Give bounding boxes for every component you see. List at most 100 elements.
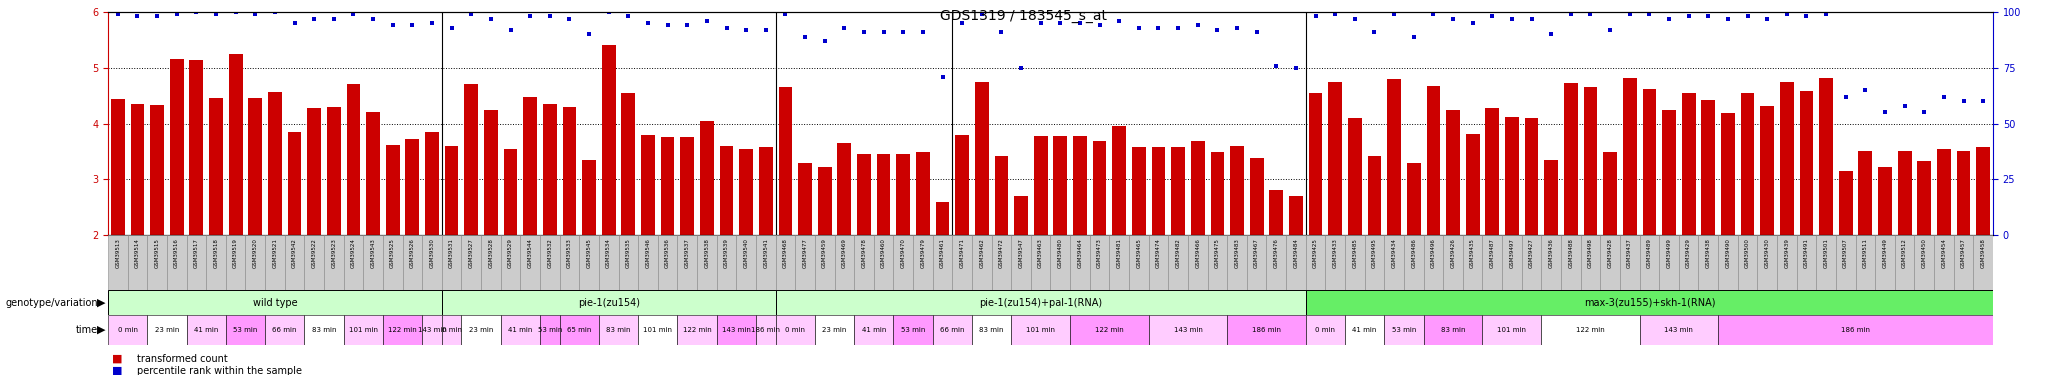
Text: GSM39511: GSM39511 xyxy=(1864,238,1868,268)
Bar xyxy=(109,315,147,345)
Point xyxy=(770,11,803,17)
Text: GSM39527: GSM39527 xyxy=(469,238,473,268)
Bar xyxy=(150,105,164,235)
Point xyxy=(1849,87,1882,93)
Text: GSM39467: GSM39467 xyxy=(1253,238,1260,268)
Point xyxy=(279,20,311,26)
FancyBboxPatch shape xyxy=(1110,235,1128,290)
Text: GSM39476: GSM39476 xyxy=(1274,238,1278,268)
Bar xyxy=(1718,315,1993,345)
Text: GSM39523: GSM39523 xyxy=(332,238,336,268)
Point xyxy=(1614,11,1647,17)
Bar xyxy=(131,104,143,235)
FancyBboxPatch shape xyxy=(795,235,815,290)
Text: GSM39427: GSM39427 xyxy=(1530,238,1534,268)
Bar xyxy=(483,110,498,235)
Text: 143 min: 143 min xyxy=(721,327,752,333)
Text: GSM39475: GSM39475 xyxy=(1214,238,1221,268)
FancyBboxPatch shape xyxy=(1974,235,1993,290)
Point xyxy=(317,16,350,22)
Bar xyxy=(760,147,772,235)
Point xyxy=(1161,25,1194,31)
FancyBboxPatch shape xyxy=(1778,235,1796,290)
Text: 101 min: 101 min xyxy=(1026,327,1055,333)
Text: 0 min: 0 min xyxy=(442,327,461,333)
Text: GSM39529: GSM39529 xyxy=(508,238,514,268)
Point xyxy=(1200,27,1233,33)
Bar xyxy=(1937,148,1952,235)
Bar xyxy=(1583,87,1597,235)
Bar xyxy=(975,82,989,235)
Bar xyxy=(717,315,756,345)
FancyBboxPatch shape xyxy=(1384,235,1405,290)
Point xyxy=(1143,25,1176,31)
Bar xyxy=(678,315,717,345)
Text: 41 min: 41 min xyxy=(508,327,532,333)
FancyBboxPatch shape xyxy=(1364,235,1384,290)
FancyBboxPatch shape xyxy=(1581,235,1599,290)
FancyBboxPatch shape xyxy=(1679,235,1698,290)
FancyBboxPatch shape xyxy=(186,235,207,290)
Point xyxy=(788,33,821,39)
FancyBboxPatch shape xyxy=(639,235,657,290)
Point xyxy=(297,16,330,22)
Bar xyxy=(225,315,264,345)
Point xyxy=(1319,11,1352,17)
Point xyxy=(1790,13,1823,20)
FancyBboxPatch shape xyxy=(678,235,696,290)
Point xyxy=(1888,103,1921,109)
Text: GSM39507: GSM39507 xyxy=(1843,238,1847,268)
Text: 101 min: 101 min xyxy=(348,327,377,333)
Text: 53 min: 53 min xyxy=(1393,327,1415,333)
FancyBboxPatch shape xyxy=(1307,235,1325,290)
Text: 83 min: 83 min xyxy=(311,327,336,333)
Bar xyxy=(229,54,242,235)
Point xyxy=(631,20,664,26)
FancyBboxPatch shape xyxy=(1915,235,1933,290)
Bar xyxy=(1309,93,1323,235)
Bar xyxy=(1053,136,1067,235)
Text: GSM39477: GSM39477 xyxy=(803,238,807,268)
Bar xyxy=(170,59,184,235)
FancyBboxPatch shape xyxy=(973,235,991,290)
Text: 101 min: 101 min xyxy=(1497,327,1526,333)
Text: GSM39497: GSM39497 xyxy=(1509,238,1513,268)
Text: GSM39468: GSM39468 xyxy=(782,238,788,268)
Bar xyxy=(1346,315,1384,345)
Bar xyxy=(1368,156,1380,235)
Text: GSM39466: GSM39466 xyxy=(1196,238,1200,268)
Text: 83 min: 83 min xyxy=(1442,327,1464,333)
Point xyxy=(1044,20,1077,26)
Point xyxy=(711,25,743,31)
Bar xyxy=(1542,315,1640,345)
Text: 23 min: 23 min xyxy=(156,327,178,333)
Text: GSM39531: GSM39531 xyxy=(449,238,455,268)
FancyBboxPatch shape xyxy=(1030,235,1051,290)
FancyBboxPatch shape xyxy=(1501,235,1522,290)
Text: GSM39518: GSM39518 xyxy=(213,238,219,268)
Point xyxy=(102,11,135,17)
Point xyxy=(1102,18,1135,24)
Text: 122 min: 122 min xyxy=(389,327,418,333)
Text: GSM39434: GSM39434 xyxy=(1393,238,1397,268)
Bar xyxy=(268,92,283,235)
Text: 0 min: 0 min xyxy=(1315,327,1335,333)
Text: 41 min: 41 min xyxy=(862,327,887,333)
FancyBboxPatch shape xyxy=(618,235,639,290)
Point xyxy=(1868,110,1901,116)
Text: GSM39522: GSM39522 xyxy=(311,238,317,268)
Bar xyxy=(854,315,893,345)
Bar xyxy=(111,99,125,235)
FancyBboxPatch shape xyxy=(696,235,717,290)
Bar xyxy=(559,315,598,345)
FancyBboxPatch shape xyxy=(1542,235,1561,290)
FancyBboxPatch shape xyxy=(854,235,874,290)
Bar xyxy=(287,132,301,235)
Text: time: time xyxy=(76,325,98,335)
Text: GSM39473: GSM39473 xyxy=(1098,238,1102,268)
FancyBboxPatch shape xyxy=(500,235,520,290)
Bar xyxy=(1761,106,1774,235)
FancyBboxPatch shape xyxy=(109,235,127,290)
FancyBboxPatch shape xyxy=(1423,235,1444,290)
Text: ▶: ▶ xyxy=(98,325,106,335)
